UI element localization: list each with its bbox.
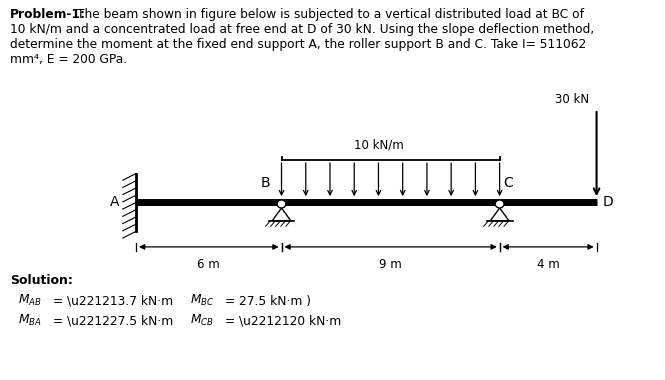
Text: 30 kN: 30 kN — [555, 93, 589, 106]
Text: = 27.5 kN·m ): = 27.5 kN·m ) — [225, 295, 311, 308]
Text: B: B — [261, 176, 271, 190]
Text: determine the moment at the fixed end support A, the roller support B and C. Tak: determine the moment at the fixed end su… — [10, 38, 587, 51]
Text: = \u221227.5 kN·m: = \u221227.5 kN·m — [53, 315, 174, 328]
Text: = \u221213.7 kN·m: = \u221213.7 kN·m — [53, 295, 173, 308]
Text: = \u2212120 kN·m: = \u2212120 kN·m — [225, 315, 341, 328]
Text: $M_{BA}$: $M_{BA}$ — [18, 313, 42, 328]
Text: 6 m: 6 m — [198, 258, 220, 271]
Text: D: D — [602, 195, 613, 209]
Circle shape — [495, 200, 504, 208]
Text: $M_{AB}$: $M_{AB}$ — [18, 293, 42, 308]
Text: 4 m: 4 m — [537, 258, 559, 271]
Text: $M_{CB}$: $M_{CB}$ — [190, 313, 214, 328]
Text: Solution:: Solution: — [10, 274, 73, 287]
Text: C: C — [503, 176, 513, 190]
Text: $M_{BC}$: $M_{BC}$ — [190, 293, 214, 308]
Text: mm⁴, E = 200 GPa.: mm⁴, E = 200 GPa. — [10, 53, 127, 66]
Circle shape — [277, 200, 286, 208]
Text: Problem-1:: Problem-1: — [10, 8, 86, 21]
Text: 9 m: 9 m — [379, 258, 402, 271]
Text: A: A — [110, 195, 119, 209]
Text: The beam shown in figure below is subjected to a vertical distributed load at BC: The beam shown in figure below is subjec… — [77, 8, 584, 21]
Text: 10 kN/m and a concentrated load at free end at D of 30 kN. Using the slope defle: 10 kN/m and a concentrated load at free … — [10, 23, 595, 36]
Text: 10 kN/m: 10 kN/m — [354, 138, 404, 151]
